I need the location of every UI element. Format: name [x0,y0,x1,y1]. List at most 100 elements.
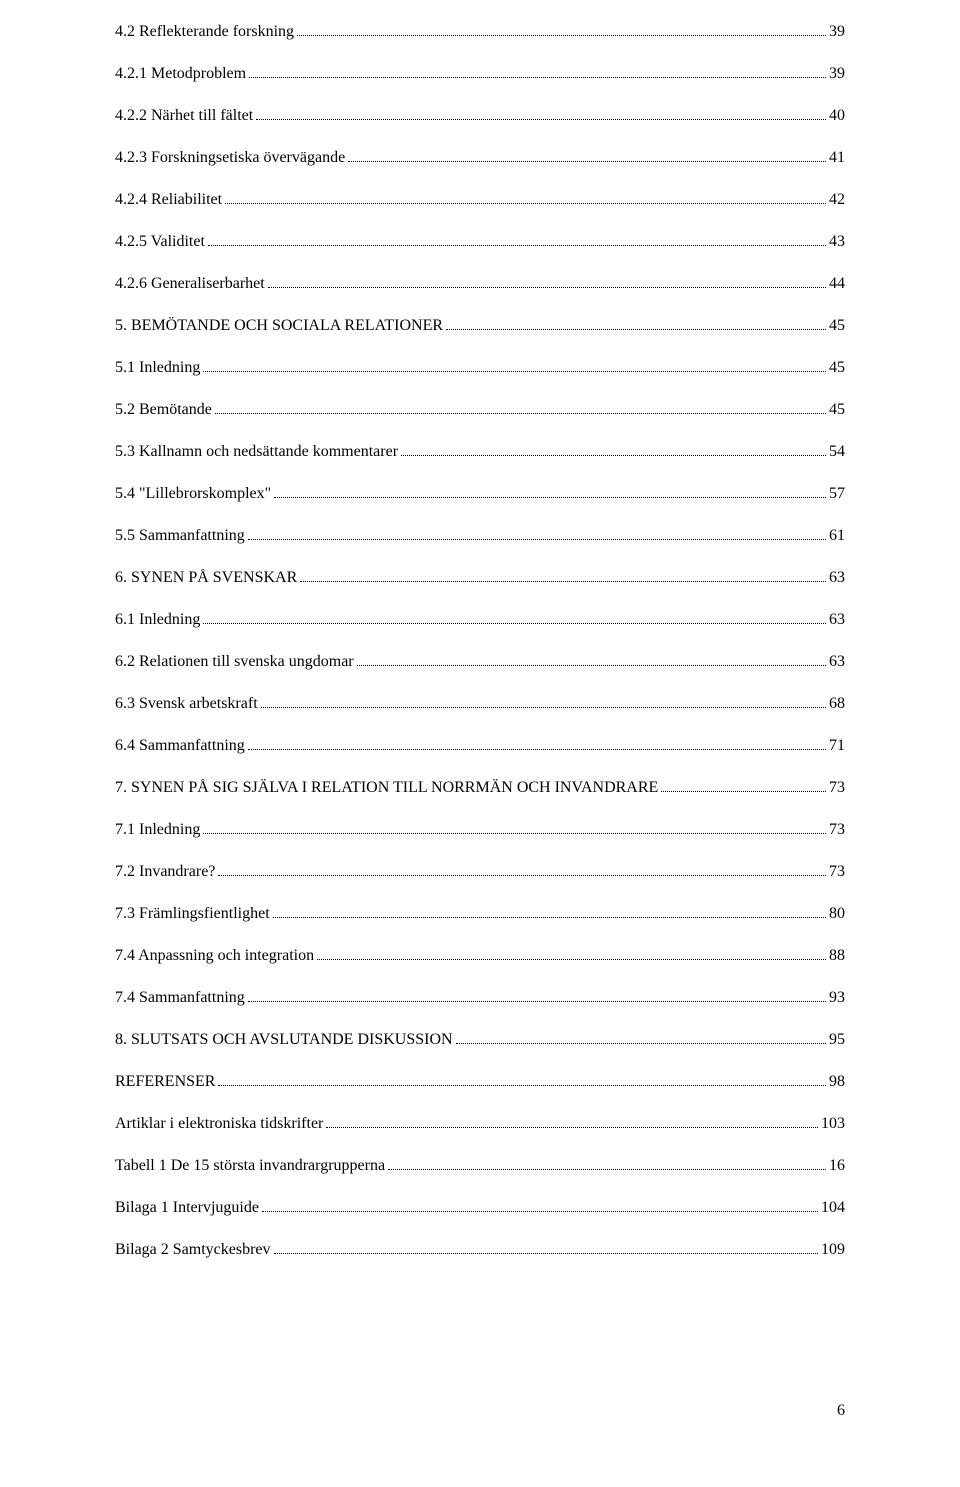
toc-entry-label: 6.1 Inledning [115,608,200,632]
toc-dot-leader [203,623,826,624]
toc-dot-leader [273,917,826,918]
toc-dot-leader [317,959,826,960]
toc-entry-label: Tabell 1 De 15 största invandrargruppern… [115,1154,385,1178]
toc-entry-page: 39 [829,20,845,44]
toc-entry-page: 40 [829,104,845,128]
toc-dot-leader [218,875,826,876]
toc-dot-leader [300,581,826,582]
toc-entry: 5. BEMÖTANDE OCH SOCIALA RELATIONER 45 [115,314,845,338]
toc-entry: 5.3 Kallnamn och nedsättande kommentarer… [115,440,845,464]
toc-entry-page: 57 [829,482,845,506]
toc-entry: 4.2.5 Validitet 43 [115,230,845,254]
toc-dot-leader [262,1211,818,1212]
toc-dot-leader [348,161,826,162]
toc-dot-leader [357,665,826,666]
toc-entry: 5.4 "Lillebrorskomplex" 57 [115,482,845,506]
toc-entry-label: 5.1 Inledning [115,356,200,380]
toc-entry-label: 4.2.6 Generaliserbarhet [115,272,265,296]
toc-entry-label: 5.4 "Lillebrorskomplex" [115,482,271,506]
toc-entry: 4.2.6 Generaliserbarhet 44 [115,272,845,296]
toc-dot-leader [203,371,826,372]
toc-entry: 4.2.3 Forskningsetiska övervägande 41 [115,146,845,170]
toc-entry-label: 7.3 Främlingsfientlighet [115,902,270,926]
toc-entry: 4.2.4 Reliabilitet 42 [115,188,845,212]
toc-entry: 7. SYNEN PÅ SIG SJÄLVA I RELATION TILL N… [115,776,845,800]
toc-dot-leader [249,77,826,78]
toc-entry: 7.3 Främlingsfientlighet 80 [115,902,845,926]
toc-dot-leader [274,497,826,498]
toc-entry-page: 68 [829,692,845,716]
toc-entry-page: 45 [829,314,845,338]
toc-entry: 5.1 Inledning 45 [115,356,845,380]
toc-entry-label: 6. SYNEN PÅ SVENSKAR [115,566,297,590]
toc-entry-label: Bilaga 1 Intervjuguide [115,1196,259,1220]
toc-entry-page: 39 [829,62,845,86]
toc-dot-leader [446,329,826,330]
toc-entry-label: 5.5 Sammanfattning [115,524,245,548]
toc-entry-page: 104 [821,1196,845,1220]
toc-entry-label: 8. SLUTSATS OCH AVSLUTANDE DISKUSSION [115,1028,453,1052]
toc-entry-page: 103 [821,1112,845,1136]
toc-entry-page: 42 [829,188,845,212]
toc-dot-leader [225,203,826,204]
toc-entry-page: 61 [829,524,845,548]
toc-entry-label: Artiklar i elektroniska tidskrifter [115,1112,323,1136]
toc-entry: 4.2.2 Närhet till fältet 40 [115,104,845,128]
toc-entry-label: 4.2.5 Validitet [115,230,205,254]
toc-entry-page: 80 [829,902,845,926]
toc-entry-page: 54 [829,440,845,464]
toc-entry-page: 73 [829,860,845,884]
table-of-contents: 4.2 Reflekterande forskning 394.2.1 Meto… [115,20,845,1262]
toc-dot-leader [203,833,826,834]
toc-entry-page: 88 [829,944,845,968]
toc-entry: 5.5 Sammanfattning 61 [115,524,845,548]
toc-dot-leader [401,455,826,456]
toc-dot-leader [261,707,826,708]
toc-entry-label: 6.2 Relationen till svenska ungdomar [115,650,354,674]
toc-dot-leader [208,245,826,246]
page-number: 6 [115,1402,845,1420]
toc-entry-page: 45 [829,356,845,380]
toc-dot-leader [215,413,826,414]
toc-entry-label: 4.2.2 Närhet till fältet [115,104,253,128]
toc-entry-label: 4.2 Reflekterande forskning [115,20,294,44]
toc-entry-label: 7.2 Invandrare? [115,860,215,884]
toc-entry-page: 45 [829,398,845,422]
toc-entry: 7.2 Invandrare? 73 [115,860,845,884]
toc-entry-page: 73 [829,776,845,800]
toc-entry-label: REFERENSER [115,1070,215,1094]
toc-dot-leader [268,287,826,288]
toc-entry: REFERENSER 98 [115,1070,845,1094]
toc-entry: 8. SLUTSATS OCH AVSLUTANDE DISKUSSION 95 [115,1028,845,1052]
toc-dot-leader [248,539,826,540]
toc-entry-label: 7.4 Anpassning och integration [115,944,314,968]
toc-entry-page: 41 [829,146,845,170]
toc-entry-label: 5.2 Bemötande [115,398,212,422]
toc-entry: 6.1 Inledning 63 [115,608,845,632]
toc-dot-leader [248,1001,826,1002]
toc-entry-label: 5.3 Kallnamn och nedsättande kommentarer [115,440,398,464]
toc-entry: 7.4 Sammanfattning 93 [115,986,845,1010]
toc-dot-leader [326,1127,818,1128]
toc-entry: 7.4 Anpassning och integration 88 [115,944,845,968]
toc-entry-label: 4.2.4 Reliabilitet [115,188,222,212]
toc-entry-label: 4.2.1 Metodproblem [115,62,246,86]
toc-dot-leader [388,1169,826,1170]
toc-entry-page: 63 [829,566,845,590]
toc-entry: 4.2.1 Metodproblem 39 [115,62,845,86]
toc-entry-page: 63 [829,650,845,674]
toc-entry-label: Bilaga 2 Samtyckesbrev [115,1238,271,1262]
toc-dot-leader [248,749,826,750]
toc-dot-leader [256,119,826,120]
toc-entry: 4.2 Reflekterande forskning 39 [115,20,845,44]
toc-dot-leader [456,1043,826,1044]
toc-entry-page: 63 [829,608,845,632]
toc-entry-label: 5. BEMÖTANDE OCH SOCIALA RELATIONER [115,314,443,338]
toc-entry-page: 16 [829,1154,845,1178]
toc-entry-label: 6.3 Svensk arbetskraft [115,692,258,716]
toc-dot-leader [297,35,826,36]
toc-entry-label: 7.1 Inledning [115,818,200,842]
toc-entry-page: 44 [829,272,845,296]
toc-entry-label: 6.4 Sammanfattning [115,734,245,758]
toc-entry-page: 93 [829,986,845,1010]
